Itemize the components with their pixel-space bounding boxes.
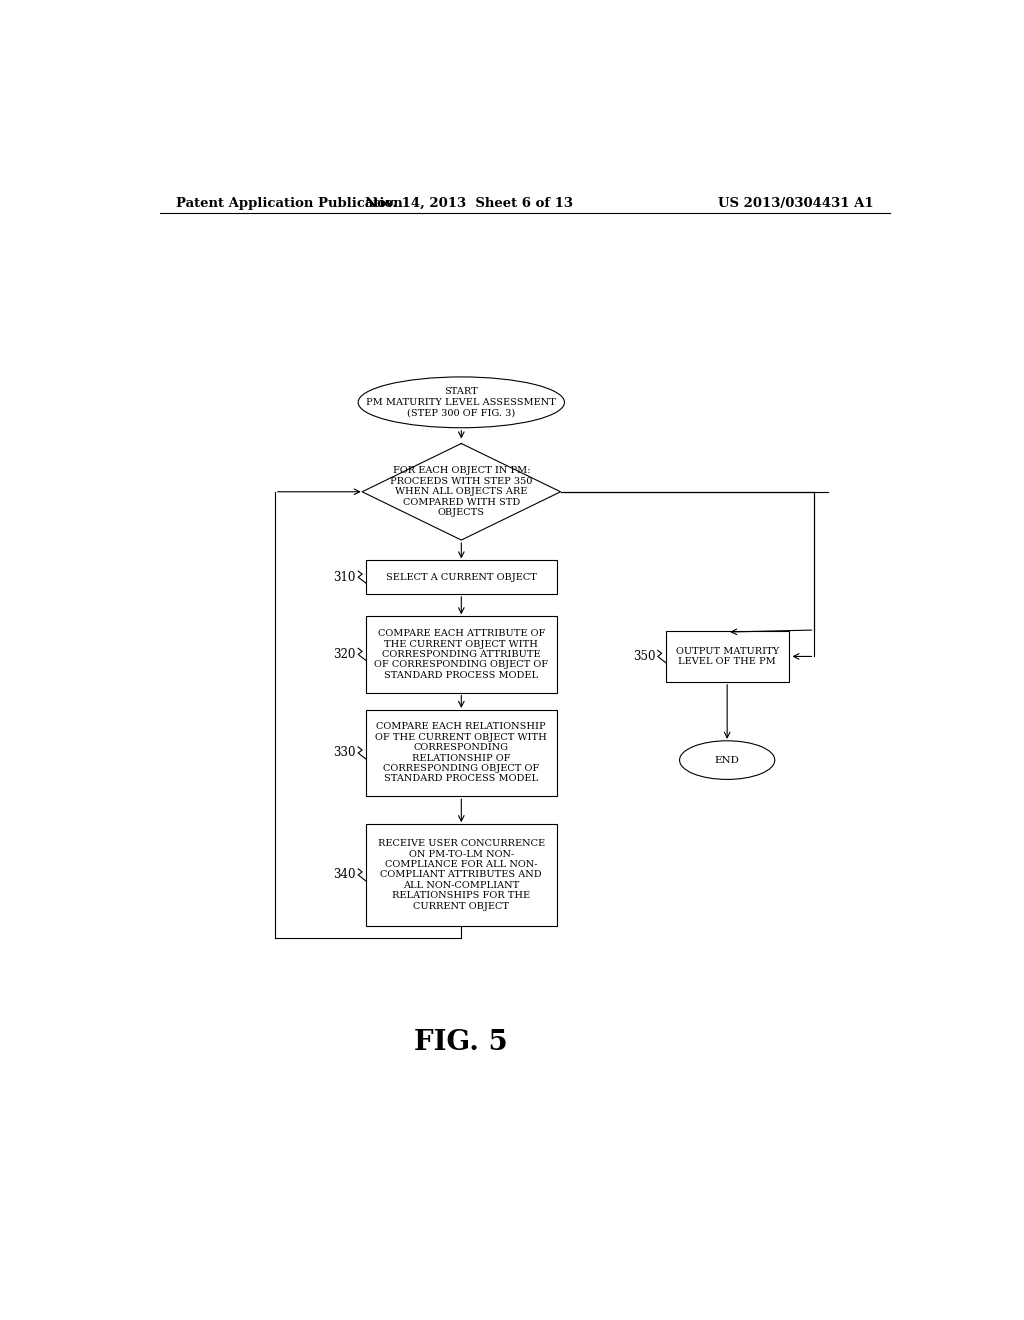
FancyBboxPatch shape <box>666 631 788 682</box>
FancyBboxPatch shape <box>367 824 557 925</box>
FancyBboxPatch shape <box>367 561 557 594</box>
Text: START
PM MATURITY LEVEL ASSESSMENT
(STEP 300 OF FIG. 3): START PM MATURITY LEVEL ASSESSMENT (STEP… <box>367 388 556 417</box>
Text: 340: 340 <box>333 869 355 882</box>
FancyBboxPatch shape <box>367 616 557 693</box>
Text: 320: 320 <box>334 648 355 661</box>
Text: FIG. 5: FIG. 5 <box>415 1030 508 1056</box>
Text: 330: 330 <box>333 747 355 759</box>
Text: FOR EACH OBJECT IN PM:
PROCEEDS WITH STEP 350
WHEN ALL OBJECTS ARE
COMPARED WITH: FOR EACH OBJECT IN PM: PROCEEDS WITH STE… <box>390 466 532 517</box>
Text: 350: 350 <box>633 649 655 663</box>
Text: OUTPUT MATURITY
LEVEL OF THE PM: OUTPUT MATURITY LEVEL OF THE PM <box>676 647 779 667</box>
Text: 310: 310 <box>334 570 355 583</box>
Text: COMPARE EACH RELATIONSHIP
OF THE CURRENT OBJECT WITH
CORRESPONDING
RELATIONSHIP : COMPARE EACH RELATIONSHIP OF THE CURRENT… <box>376 722 547 784</box>
Text: COMPARE EACH ATTRIBUTE OF
THE CURRENT OBJECT WITH
CORRESPONDING ATTRIBUTE
OF COR: COMPARE EACH ATTRIBUTE OF THE CURRENT OB… <box>374 630 549 680</box>
Text: Nov. 14, 2013  Sheet 6 of 13: Nov. 14, 2013 Sheet 6 of 13 <box>366 197 573 210</box>
Text: SELECT A CURRENT OBJECT: SELECT A CURRENT OBJECT <box>386 573 537 582</box>
Text: END: END <box>715 755 739 764</box>
Ellipse shape <box>358 378 564 428</box>
Text: RECEIVE USER CONCURRENCE
ON PM-TO-LM NON-
COMPLIANCE FOR ALL NON-
COMPLIANT ATTR: RECEIVE USER CONCURRENCE ON PM-TO-LM NON… <box>378 840 545 911</box>
FancyBboxPatch shape <box>367 710 557 796</box>
Text: Patent Application Publication: Patent Application Publication <box>176 197 402 210</box>
Text: US 2013/0304431 A1: US 2013/0304431 A1 <box>719 197 873 210</box>
Ellipse shape <box>680 741 775 779</box>
